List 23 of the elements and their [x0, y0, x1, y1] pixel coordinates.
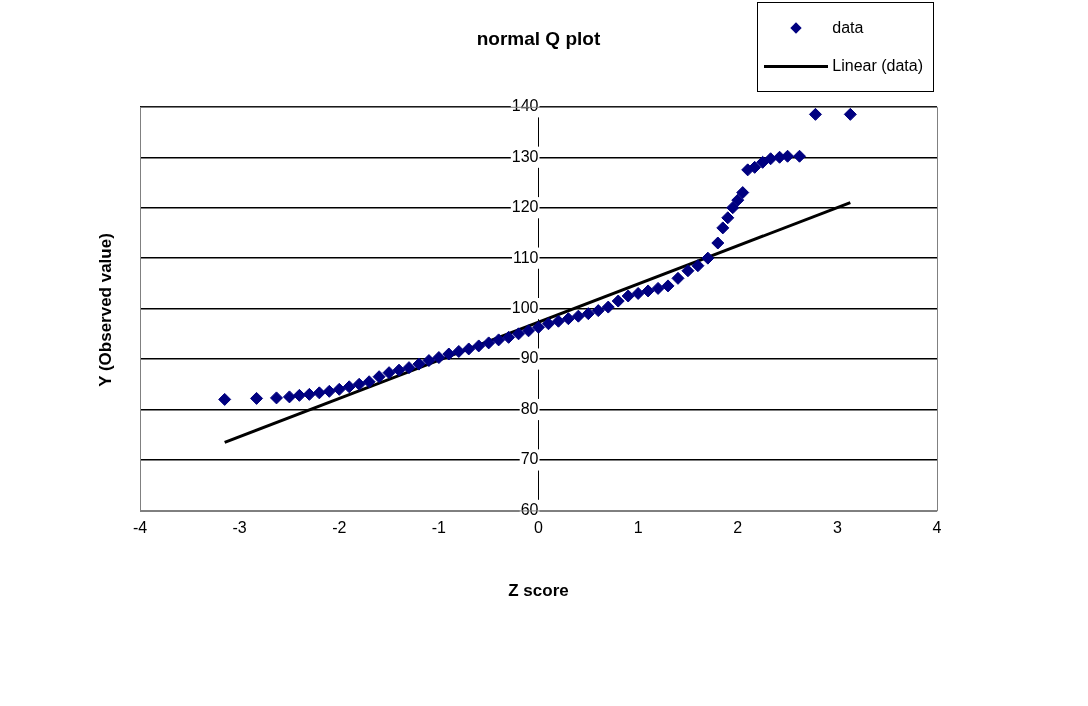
y-tick-label: 140	[511, 97, 539, 115]
y-tick-label: 60	[520, 500, 539, 518]
y-tick-label: 80	[520, 399, 539, 417]
legend-label: Linear (data)	[832, 57, 923, 75]
x-tick-label: -4	[132, 519, 148, 537]
chart-title: normal Q plot	[476, 27, 601, 49]
x-tick-label: 3	[832, 519, 842, 537]
y-tick-label: 120	[511, 198, 539, 216]
x-axis-title: Z score	[508, 581, 569, 601]
x-tick-label: -2	[332, 519, 347, 537]
x-tick-label: -3	[232, 519, 247, 537]
y-tick-label: 110	[512, 248, 539, 266]
x-tick-label: 1	[633, 519, 643, 537]
legend-label: data	[832, 19, 864, 37]
y-tick-label: 70	[520, 450, 539, 468]
x-tick-label: 4	[932, 519, 942, 537]
x-tick-label: 2	[733, 519, 743, 537]
y-tick-label: 100	[511, 299, 539, 317]
x-tick-label: 0	[534, 519, 544, 537]
y-tick-label: 130	[511, 147, 539, 165]
y-axis-title: Y (Observed value)	[96, 233, 116, 387]
x-tick-label: -1	[431, 519, 447, 537]
y-tick-label: 90	[520, 349, 539, 367]
